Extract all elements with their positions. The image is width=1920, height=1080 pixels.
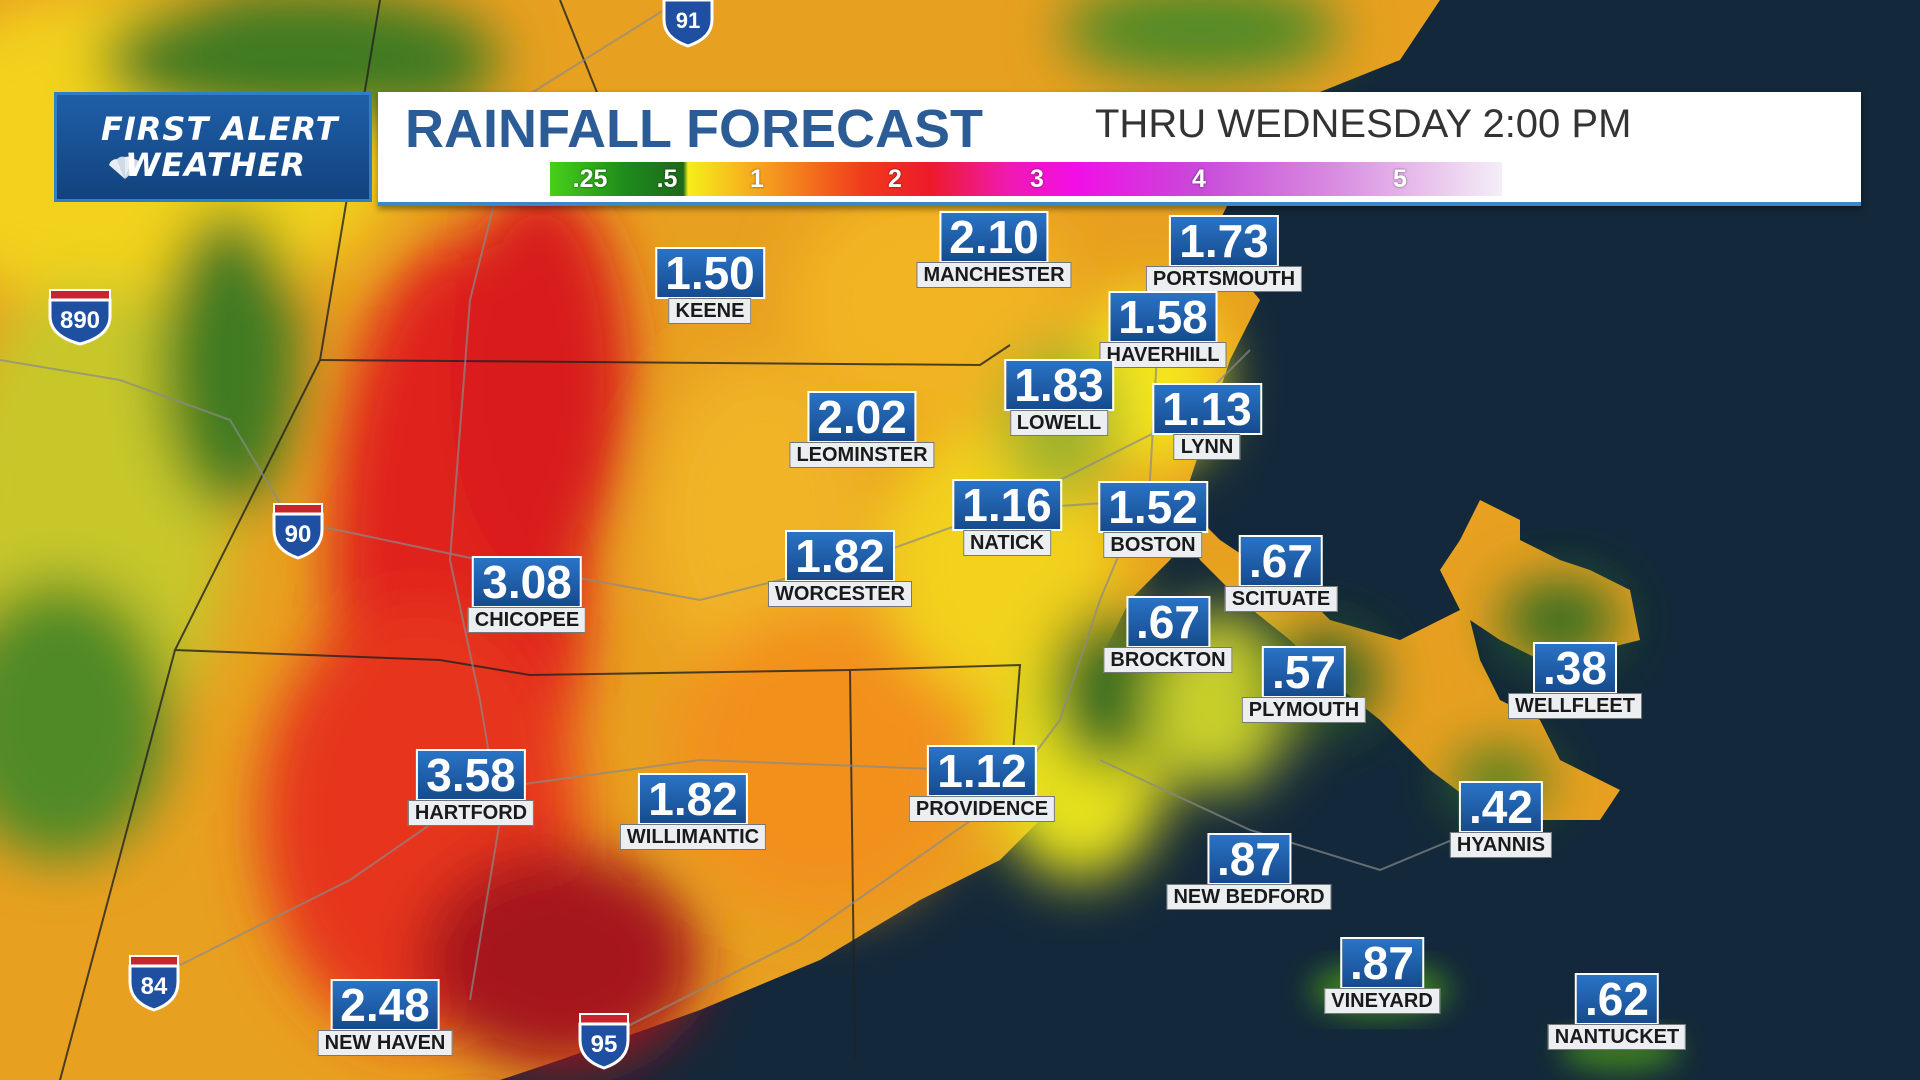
city-vineyard: .87 VINEYARD: [1324, 937, 1440, 1014]
interstate-90-shield: 90: [272, 503, 324, 560]
city-willimantic: 1.82 WILLIMANTIC: [619, 773, 767, 850]
city-portsmouth: 1.73 PORTSMOUTH: [1145, 215, 1303, 292]
legend-stop-025: .25: [572, 165, 608, 193]
rainfall-value: .38: [1533, 642, 1617, 694]
city-nantucket: .62 NANTUCKET: [1547, 973, 1687, 1050]
interstate-91-shield: 91: [662, 0, 714, 48]
city-worcester: 1.82 WORCESTER: [768, 530, 912, 607]
rainfall-value: 1.13: [1152, 383, 1262, 435]
rainfall-value: .57: [1262, 646, 1346, 698]
valid-time: THRU WEDNESDAY 2:00 PM: [1095, 102, 1632, 146]
city-name: HYANNIS: [1449, 832, 1553, 858]
rainfall-value: .42: [1459, 781, 1543, 833]
rainfall-value: .87: [1207, 833, 1291, 885]
city-hyannis: .42 HYANNIS: [1449, 781, 1553, 858]
rainfall-value: 2.48: [330, 979, 440, 1031]
rainfall-value: .62: [1575, 973, 1659, 1025]
city-wellfleet: .38 WELLFLEET: [1508, 642, 1642, 719]
city-name: KEENE: [668, 298, 752, 324]
interstate-84-shield: 84: [128, 955, 180, 1012]
city-leominster: 2.02 LEOMINSTER: [789, 391, 935, 468]
svg-text:91: 91: [676, 8, 700, 33]
city-manchester: 2.10 MANCHESTER: [916, 211, 1072, 288]
rainfall-legend: [550, 162, 1502, 196]
city-name: CHICOPEE: [467, 607, 587, 633]
svg-text:95: 95: [591, 1031, 618, 1058]
city-name: PLYMOUTH: [1241, 697, 1367, 723]
first-alert-weather-logo: FIRST ALERT WEATHER: [54, 92, 372, 202]
rainfall-value: 1.12: [927, 745, 1037, 797]
interstate-890-shield: 890: [48, 289, 112, 346]
city-name: HARTFORD: [407, 800, 535, 826]
city-name: NATICK: [962, 530, 1052, 556]
city-lynn: 1.13 LYNN: [1152, 383, 1262, 460]
rainfall-value: 1.50: [655, 247, 765, 299]
city-new-haven: 2.48 NEW HAVEN: [317, 979, 453, 1056]
rainfall-value: .67: [1239, 535, 1323, 587]
city-name: WILLIMANTIC: [619, 824, 767, 850]
svg-text:90: 90: [285, 521, 312, 548]
city-name: VINEYARD: [1324, 988, 1440, 1014]
legend-stop-2: 2: [888, 165, 902, 193]
city-name: PROVIDENCE: [908, 796, 1056, 822]
city-name: WELLFLEET: [1508, 693, 1642, 719]
city-name: HAVERHILL: [1099, 342, 1227, 368]
rainfall-value: .87: [1340, 937, 1424, 989]
city-new-bedford: .87 NEW BEDFORD: [1166, 833, 1332, 910]
rainfall-value: .67: [1126, 596, 1210, 648]
city-name: PORTSMOUTH: [1145, 266, 1303, 292]
rainfall-value: 2.10: [939, 211, 1049, 263]
city-name: SCITUATE: [1224, 586, 1338, 612]
interstate-95-shield: 95: [578, 1013, 630, 1070]
city-name: NANTUCKET: [1547, 1024, 1687, 1050]
svg-text:890: 890: [60, 307, 100, 334]
city-name: BOSTON: [1103, 532, 1203, 558]
rainfall-value: 1.16: [952, 479, 1062, 531]
city-providence: 1.12 PROVIDENCE: [908, 745, 1056, 822]
rainfall-value: 1.83: [1004, 359, 1114, 411]
city-hartford: 3.58 HARTFORD: [407, 749, 535, 826]
logo-line-2: WEATHER: [125, 146, 306, 184]
city-lowell: 1.83 LOWELL: [1004, 359, 1114, 436]
logo-line-1: FIRST ALERT: [101, 110, 339, 148]
city-keene: 1.50 KEENE: [655, 247, 765, 324]
legend-stop-5: 5: [1393, 165, 1407, 193]
city-name: LOWELL: [1009, 410, 1109, 436]
city-plymouth: .57 PLYMOUTH: [1241, 646, 1367, 723]
city-name: WORCESTER: [768, 581, 912, 607]
rainfall-value: 1.82: [785, 530, 895, 582]
peacock-icon: [109, 156, 141, 179]
legend-stop-3: 3: [1030, 165, 1044, 193]
city-name: LYNN: [1173, 434, 1241, 460]
city-chicopee: 3.08 CHICOPEE: [467, 556, 587, 633]
city-name: BROCKTON: [1103, 647, 1233, 673]
rainfall-value: 1.58: [1108, 291, 1218, 343]
rainfall-value: 3.08: [472, 556, 582, 608]
city-scituate: .67 SCITUATE: [1224, 535, 1338, 612]
rainfall-value: 1.52: [1098, 481, 1208, 533]
rainfall-value: 3.58: [416, 749, 526, 801]
rainfall-value: 1.82: [638, 773, 748, 825]
rainfall-value: 2.02: [807, 391, 917, 443]
svg-text:84: 84: [141, 973, 168, 1000]
city-name: MANCHESTER: [916, 262, 1072, 288]
city-name: NEW BEDFORD: [1166, 884, 1332, 910]
city-haverhill: 1.58 HAVERHILL: [1099, 291, 1227, 368]
city-name: NEW HAVEN: [317, 1030, 453, 1056]
city-natick: 1.16 NATICK: [952, 479, 1062, 556]
map-title: RAINFALL FORECAST: [405, 99, 983, 159]
city-brockton: .67 BROCKTON: [1103, 596, 1233, 673]
city-boston: 1.52 BOSTON: [1098, 481, 1208, 558]
legend-stop-1: 1: [750, 165, 764, 193]
legend-stop-4: 4: [1192, 165, 1206, 193]
city-name: LEOMINSTER: [789, 442, 935, 468]
rainfall-value: 1.73: [1169, 215, 1279, 267]
legend-stop-05: .5: [656, 165, 678, 193]
